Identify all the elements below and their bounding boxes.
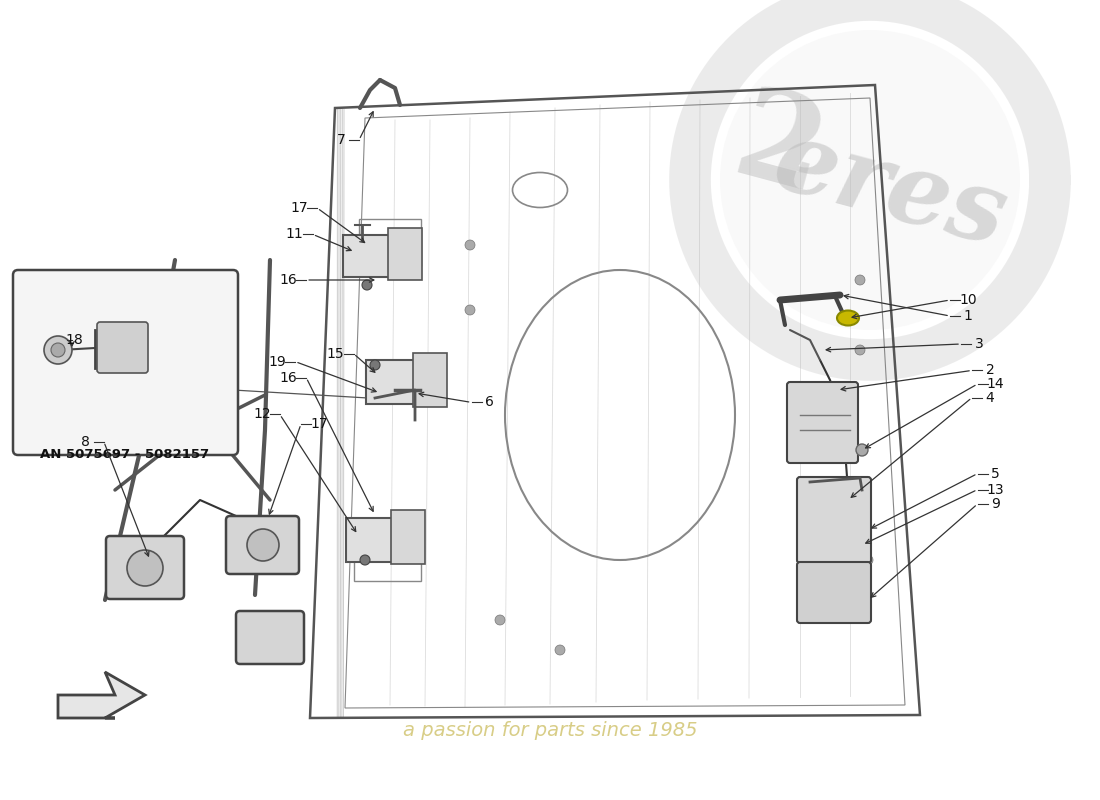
- Text: 16: 16: [279, 273, 297, 287]
- FancyBboxPatch shape: [106, 536, 184, 599]
- Text: 14: 14: [987, 377, 1004, 391]
- FancyBboxPatch shape: [798, 562, 871, 623]
- FancyBboxPatch shape: [226, 516, 299, 574]
- FancyBboxPatch shape: [236, 611, 304, 664]
- Text: 15: 15: [327, 346, 344, 361]
- FancyBboxPatch shape: [13, 270, 238, 455]
- Text: AN 5075697 - 5082157: AN 5075697 - 5082157: [41, 449, 210, 462]
- Text: 4: 4: [986, 390, 994, 405]
- FancyBboxPatch shape: [798, 477, 871, 563]
- Text: 9: 9: [991, 497, 1000, 511]
- Text: 3: 3: [975, 337, 983, 351]
- Circle shape: [860, 485, 870, 495]
- Polygon shape: [58, 672, 145, 718]
- Circle shape: [864, 555, 873, 565]
- Text: 10: 10: [959, 293, 977, 307]
- Circle shape: [126, 550, 163, 586]
- FancyBboxPatch shape: [346, 518, 398, 562]
- Ellipse shape: [837, 310, 859, 326]
- Text: 17: 17: [310, 417, 328, 431]
- Circle shape: [856, 444, 868, 456]
- Text: 18: 18: [66, 333, 84, 347]
- Circle shape: [556, 645, 565, 655]
- Circle shape: [360, 555, 370, 565]
- Circle shape: [855, 345, 865, 355]
- Text: 16: 16: [279, 370, 297, 385]
- Circle shape: [370, 360, 379, 370]
- Text: 17: 17: [290, 201, 308, 215]
- FancyBboxPatch shape: [388, 228, 422, 280]
- Circle shape: [720, 30, 1020, 330]
- Text: 7: 7: [337, 133, 345, 147]
- FancyBboxPatch shape: [366, 360, 420, 404]
- Circle shape: [51, 343, 65, 357]
- FancyBboxPatch shape: [97, 322, 148, 373]
- Text: 12: 12: [253, 407, 271, 422]
- Text: 8: 8: [81, 434, 90, 449]
- FancyBboxPatch shape: [412, 353, 447, 407]
- FancyBboxPatch shape: [786, 382, 858, 463]
- Circle shape: [44, 336, 72, 364]
- Circle shape: [248, 529, 279, 561]
- Text: 1: 1: [964, 309, 972, 323]
- Text: 11: 11: [286, 227, 304, 242]
- Text: a passion for parts since 1985: a passion for parts since 1985: [403, 721, 697, 739]
- Text: 19: 19: [268, 354, 286, 369]
- Text: 5: 5: [991, 466, 1000, 481]
- Circle shape: [855, 275, 865, 285]
- Text: 2: 2: [723, 80, 838, 220]
- FancyBboxPatch shape: [343, 235, 395, 277]
- Text: 2: 2: [986, 363, 994, 378]
- Circle shape: [495, 615, 505, 625]
- FancyBboxPatch shape: [390, 510, 425, 564]
- Circle shape: [362, 280, 372, 290]
- Circle shape: [465, 305, 475, 315]
- Text: 6: 6: [485, 395, 494, 410]
- Text: 13: 13: [987, 482, 1004, 497]
- Text: eres: eres: [763, 113, 1016, 267]
- Circle shape: [465, 240, 475, 250]
